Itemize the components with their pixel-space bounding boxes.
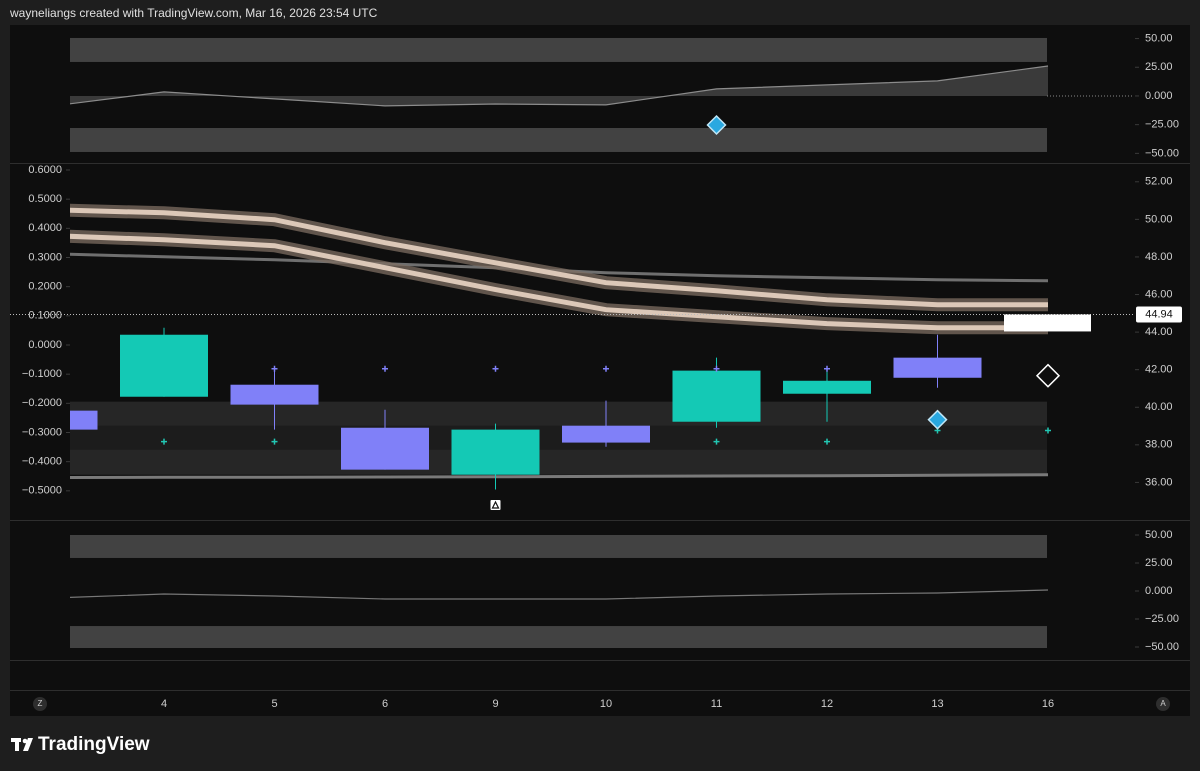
button[interactable]	[33, 697, 47, 711]
plus-marker	[603, 365, 609, 372]
x-tick-label: 5	[271, 698, 277, 710]
price-label: 44.94	[1145, 308, 1173, 320]
y-tick-label: −50.00	[1145, 641, 1179, 653]
x-tick-label: 6	[382, 698, 388, 710]
y-tick-label: 50.00	[1145, 32, 1173, 44]
diamond-marker	[927, 409, 948, 430]
y-tick-label: 42.00	[1145, 364, 1173, 376]
zone	[70, 449, 1047, 475]
y-tick-label: −0.2000	[22, 397, 62, 409]
plus-marker	[271, 438, 278, 445]
price-label-box	[1136, 306, 1182, 323]
y-tick-label: 50.00	[1145, 213, 1173, 225]
band-inner	[70, 207, 1048, 308]
y-tick-label: 48.00	[1145, 251, 1173, 263]
candle-body	[562, 425, 650, 443]
credit: wayneliangs created with TradingView.com…	[9, 6, 378, 20]
y-tick-label: 46.00	[1145, 288, 1173, 300]
y-tick-label: −0.5000	[22, 485, 62, 497]
y-tick-label: 40.00	[1145, 401, 1173, 413]
logo-shape	[23, 738, 33, 751]
y-tick-label: 0.1000	[28, 310, 62, 322]
area-fill	[70, 66, 1048, 106]
x-tick-label: 10	[600, 698, 612, 710]
zone	[70, 425, 1047, 450]
y-tick-label: −25.00	[1145, 119, 1179, 131]
zone	[70, 127, 1047, 152]
y-tick-label: 25.00	[1145, 61, 1173, 73]
plus-marker	[492, 365, 499, 372]
plus-marker	[271, 365, 278, 372]
x-tick-label: 13	[931, 698, 943, 710]
logo-shape	[22, 738, 28, 744]
candle-body	[783, 380, 871, 394]
x-tick-label: 16	[1042, 698, 1054, 710]
plus-marker	[824, 365, 830, 372]
y-tick-label: 50.00	[1145, 529, 1173, 541]
y-tick-label: 0.5000	[28, 193, 62, 205]
label-box	[1004, 314, 1091, 332]
y-tick-label: 0.000	[1145, 585, 1173, 597]
diamond-marker	[1035, 363, 1061, 388]
button-label[interactable]: A	[1160, 699, 1166, 708]
button[interactable]	[1156, 697, 1170, 711]
y-tick-label: −25.00	[1145, 613, 1179, 625]
zone	[70, 535, 1047, 558]
x-tick-label: 12	[821, 698, 833, 710]
zone	[70, 626, 1047, 649]
y-tick-label: 0.000	[1145, 90, 1173, 102]
line	[70, 473, 1049, 479]
plus-marker	[382, 365, 388, 372]
line	[70, 589, 1049, 600]
y-tick-label: −0.4000	[22, 456, 62, 468]
overlay: 50.00 25.00 0.000 −25.00 −50.00 52.00 50.00 48.…	[10, 32, 1182, 710]
plus-marker	[713, 365, 720, 372]
y-tick-label: 25.00	[1145, 557, 1173, 569]
candle-body	[893, 357, 982, 378]
plus-marker	[824, 438, 830, 445]
x-tick-label: 4	[161, 698, 167, 710]
logo	[11, 738, 33, 751]
candle-body	[120, 334, 208, 397]
candle-body	[70, 410, 98, 430]
y-tick-label: 38.00	[1145, 439, 1173, 451]
candle-body	[341, 427, 429, 470]
band-inner	[70, 233, 1048, 331]
plot	[70, 37, 1061, 649]
y-tick-label: −0.1000	[22, 368, 62, 380]
plus-marker	[1045, 427, 1051, 434]
line	[70, 65, 1049, 107]
y-tick-label: 36.00	[1145, 476, 1173, 488]
candle-body	[451, 429, 540, 475]
y-tick-label: −0.3000	[22, 426, 62, 438]
y-tick-label: 52.00	[1145, 176, 1173, 188]
y-tick-label: −50.00	[1145, 147, 1179, 159]
candle-body	[672, 370, 761, 422]
y-tick-label: 0.3000	[28, 251, 62, 263]
x-tick-label: 9	[492, 698, 498, 710]
zone	[70, 401, 1047, 426]
plus-marker	[161, 438, 167, 445]
diamond-marker	[706, 114, 727, 136]
candle-body	[230, 384, 319, 405]
zone	[70, 37, 1047, 62]
y-tick-label: 0.2000	[28, 281, 62, 293]
plus-marker	[713, 438, 720, 445]
logo-shape	[15, 738, 19, 751]
y-tick-label: 44.00	[1145, 326, 1173, 338]
y-tick-label: 0.0000	[28, 339, 62, 351]
brand: TradingView	[38, 734, 150, 755]
button-label[interactable]: Z	[38, 699, 43, 708]
annotation-icon	[491, 500, 500, 509]
y-tick-label: 0.4000	[28, 222, 62, 234]
y-tick-label: 0.6000	[28, 164, 62, 176]
x-tick-label: 11	[711, 698, 722, 710]
